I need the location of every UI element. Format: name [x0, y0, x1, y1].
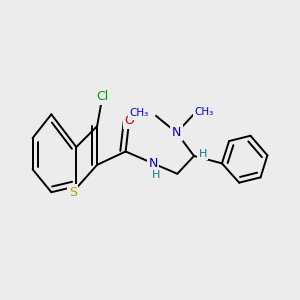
- Text: N: N: [172, 126, 182, 139]
- Text: Cl: Cl: [96, 90, 109, 103]
- Text: S: S: [69, 186, 77, 199]
- Text: CH₃: CH₃: [195, 107, 214, 117]
- Text: H: H: [152, 170, 160, 180]
- Text: N: N: [148, 157, 158, 170]
- Text: CH₃: CH₃: [129, 108, 148, 118]
- Text: O: O: [124, 114, 134, 128]
- Text: H: H: [199, 148, 207, 159]
